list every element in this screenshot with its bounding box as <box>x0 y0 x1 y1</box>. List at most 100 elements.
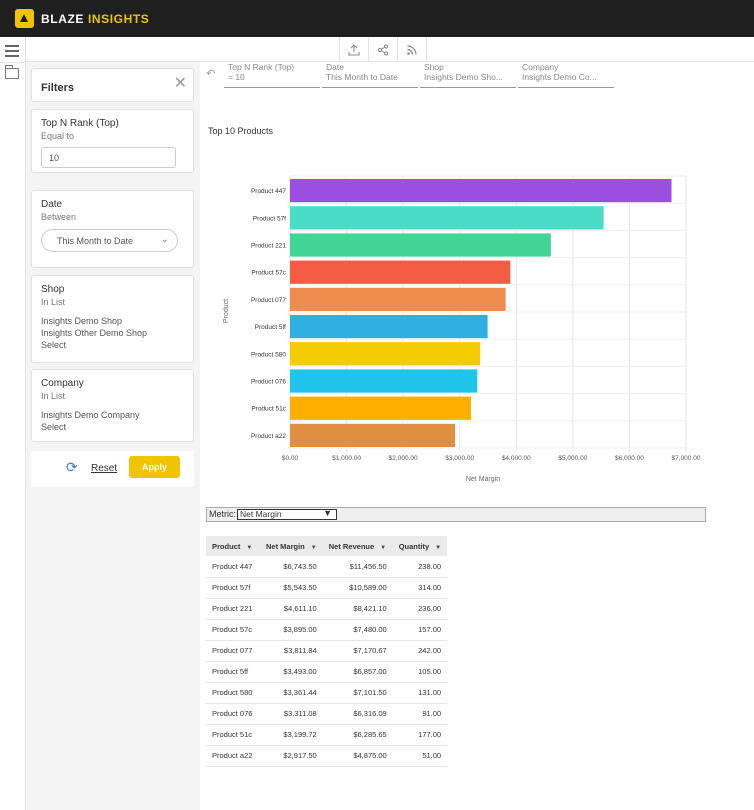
filter-chip-value: This Month to Date <box>326 72 398 82</box>
filter-chip-name: Company <box>522 62 559 72</box>
apply-button[interactable]: Apply <box>129 456 180 478</box>
table-row[interactable]: Product 221 $4,611.10 $8,421.10 236.00 <box>206 598 448 620</box>
refresh-icon[interactable]: ⟳ <box>66 459 78 475</box>
metric-select[interactable]: Net Margin ▼ <box>237 509 337 520</box>
table-row[interactable]: Product 076 $3,311.08 $6,316.09 91.00 <box>206 703 448 725</box>
x-tick-label: $0.00 <box>282 455 299 462</box>
date-range-select[interactable]: This Month to Date ⌄ <box>41 229 178 252</box>
table-cell: $3,493.00 <box>260 661 323 683</box>
shop-value[interactable]: Insights Other Demo Shop <box>41 328 148 338</box>
filter-title: Shop <box>41 284 65 295</box>
bar[interactable] <box>290 233 551 257</box>
filter-card-company: Company In List Insights Demo Company Se… <box>31 369 194 442</box>
share-button[interactable] <box>369 37 398 62</box>
x-tick-label: $2,000.00 <box>389 455 418 462</box>
filter-card-date: Date Between This Month to Date ⌄ <box>31 190 194 268</box>
bar[interactable] <box>290 369 478 393</box>
filter-chip[interactable]: Date This Month to Date <box>322 62 418 88</box>
toolbar <box>26 37 754 62</box>
table-cell: 131.00 <box>392 682 448 704</box>
filter-chip-value: = 10 <box>228 72 245 82</box>
shop-select-link[interactable]: Select <box>41 340 67 350</box>
sort-icon[interactable]: ▼ <box>380 544 387 551</box>
table-cell: $6,857.00 <box>322 661 393 683</box>
bar[interactable] <box>290 423 456 447</box>
sort-icon[interactable]: ▼ <box>246 544 253 551</box>
close-icon[interactable]: ✕ <box>173 75 187 92</box>
x-tick-label: $6,000.00 <box>615 455 644 462</box>
table-row[interactable]: Product 5ff $3,493.00 $6,857.00 105.00 <box>206 661 448 683</box>
filter-chip[interactable]: Shop Insights Demo Sho... <box>420 62 516 88</box>
toolbar-actions <box>339 37 427 62</box>
top-n-input[interactable]: 10 <box>41 147 176 168</box>
table-row[interactable]: Product 447 $6,743.50 $11,456.50 238.00 <box>206 556 448 578</box>
table-cell: $3,311.08 <box>260 703 323 725</box>
sort-icon[interactable]: ▼ <box>310 544 317 551</box>
bar[interactable] <box>290 287 506 311</box>
filter-title: Top N Rank (Top) <box>41 118 119 129</box>
bar[interactable] <box>290 260 511 284</box>
brand-name: BLAZE INSIGHTS <box>41 12 149 26</box>
table-cell: $7,101.50 <box>322 682 393 704</box>
bar[interactable] <box>290 315 488 339</box>
x-tick-label: $5,000.00 <box>558 455 587 462</box>
subscribe-button[interactable] <box>398 37 427 62</box>
x-tick-label: $1,000.00 <box>332 455 361 462</box>
filters-title: Filters <box>41 82 75 94</box>
top-bar: BLAZE INSIGHTS <box>0 0 754 37</box>
table-cell: $4,875.00 <box>322 745 393 767</box>
table-row[interactable]: Product 51c $3,199.72 $6,285.65 177.00 <box>206 724 448 746</box>
folder-icon[interactable] <box>5 65 19 79</box>
table-cell: 91.00 <box>392 703 448 725</box>
filter-chip[interactable]: Top N Rank (Top) = 10 <box>224 62 320 88</box>
y-tick-label: Product 580 <box>251 351 286 358</box>
table-cell: $10,589.00 <box>322 577 393 599</box>
filter-chip[interactable]: Company Insights Demo Co... <box>518 62 614 88</box>
table-row[interactable]: Product 57c $3,895.00 $7,480.00 157.00 <box>206 619 448 641</box>
company-value[interactable]: Insights Demo Company <box>41 410 140 420</box>
filter-operator: In List <box>41 297 66 307</box>
filter-title: Date <box>41 199 63 210</box>
y-tick-label: Product 077 <box>251 297 286 304</box>
table-cell: Product 51c <box>206 724 260 746</box>
table-row[interactable]: Product a22 $2,917.50 $4,875.00 51.00 <box>206 745 448 767</box>
table-cell: Product 076 <box>206 703 260 725</box>
bar[interactable] <box>290 396 472 420</box>
table-cell: 105.00 <box>392 661 448 683</box>
data-table: Product ▼ Net Margin ▼ Net Revenue ▼ Quanti… <box>206 536 448 767</box>
menu-icon[interactable] <box>5 45 19 57</box>
company-select-link[interactable]: Select <box>41 422 67 432</box>
table-cell: $3,811.84 <box>260 640 323 662</box>
reset-button[interactable]: Reset <box>91 463 118 474</box>
filter-chip-name: Shop <box>424 62 444 72</box>
y-tick-label: Product 447 <box>251 188 286 195</box>
column-header-net-revenue[interactable]: Net Revenue ▼ <box>322 536 393 556</box>
table-cell: 236.00 <box>392 598 448 620</box>
x-tick-label: $4,000.00 <box>502 455 531 462</box>
bar[interactable] <box>290 179 672 203</box>
table-body: Product 447 $6,743.50 $11,456.50 238.00 Prod… <box>206 556 448 767</box>
column-header-label: Net Revenue <box>328 541 375 551</box>
metric-selected-value: Net Margin <box>240 509 282 519</box>
y-tick-label: Product 076 <box>251 379 286 386</box>
column-header-product[interactable]: Product ▼ <box>206 536 260 556</box>
bar[interactable] <box>290 206 604 230</box>
table-cell: 51.00 <box>392 745 448 767</box>
brand-name-part1: BLAZE <box>41 11 84 26</box>
sort-icon[interactable]: ▼ <box>435 544 442 551</box>
bar[interactable] <box>290 342 481 366</box>
table-row[interactable]: Product 580 $3,361.44 $7,101.50 131.00 <box>206 682 448 704</box>
export-button[interactable] <box>340 37 369 62</box>
table-row[interactable]: Product 57f $5,543.50 $10,589.00 314.00 <box>206 577 448 599</box>
column-header-quantity[interactable]: Quantity ▼ <box>392 536 448 556</box>
table-row[interactable]: Product 077 $3,811.84 $7,170.67 242.00 <box>206 640 448 662</box>
shop-value[interactable]: Insights Demo Shop <box>41 316 123 326</box>
table-cell: 177.00 <box>392 724 448 746</box>
table-header-row: Product ▼ Net Margin ▼ Net Revenue ▼ Quanti… <box>206 536 448 556</box>
column-header-net-margin[interactable]: Net Margin ▼ <box>260 536 323 556</box>
undo-icon[interactable]: ↶ <box>206 68 216 80</box>
filter-card-shop: Shop In List Insights Demo Shop Insights… <box>31 275 194 363</box>
table-cell: 157.00 <box>392 619 448 641</box>
filter-operator: In List <box>41 391 66 401</box>
